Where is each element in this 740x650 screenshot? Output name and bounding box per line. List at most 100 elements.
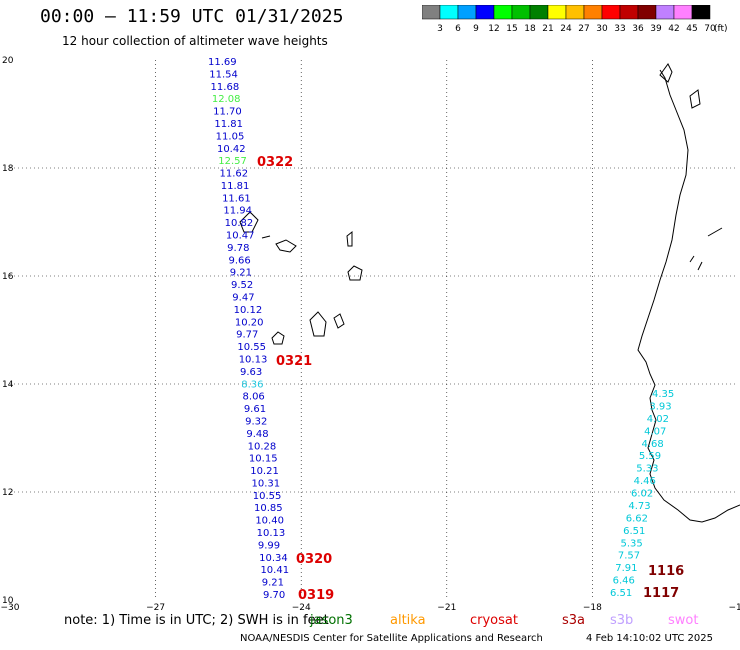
wave-height-value: 11.68	[211, 82, 240, 93]
wave-height-value: 7.91	[615, 563, 637, 574]
wave-height-value: 9.61	[244, 404, 266, 415]
legend-unit: (ft)	[714, 24, 728, 34]
cape-verde-maio	[333, 313, 345, 329]
wave-height-value: 10.15	[249, 454, 278, 465]
lat-tick-label: 18	[2, 164, 14, 174]
wave-height-value: 11.69	[208, 57, 237, 68]
legend-label: 36	[632, 24, 644, 34]
axis-ticks: −30 −27 −24 −21 −18 −15 20 18 16 14 12 10	[1, 56, 740, 610]
wave-height-value: 10.31	[251, 478, 280, 489]
legend-label: 39	[650, 24, 662, 34]
wave-height-value: 9.66	[228, 255, 250, 266]
wave-height-value: 11.94	[223, 206, 252, 217]
wave-height-value: 11.61	[222, 193, 251, 204]
wave-height-value: 10.42	[217, 144, 246, 155]
sat-swot: swot	[668, 613, 699, 628]
wave-height-value: 9.32	[245, 416, 267, 427]
legend-label: 45	[686, 24, 697, 34]
africa-coastline	[637, 69, 740, 523]
wave-height-value: 6.62	[626, 513, 648, 524]
credit-line: NOAA/NESDIS Center for Satellite Applica…	[240, 633, 543, 644]
color-legend: 3 6 9 12 15 18 21 24 27 30 33 36 39 42 45 70(ft)	[422, 5, 728, 34]
lon-tick-label: −27	[146, 603, 165, 610]
wave-height-value: 11.62	[220, 169, 249, 180]
wave-height-value: 5.33	[636, 464, 658, 475]
time-tag: 0319	[298, 588, 334, 603]
cape-verde-boa-vista	[347, 265, 363, 281]
lon-tick-label: −30	[1, 603, 20, 610]
wave-height-value: 5.35	[621, 538, 643, 549]
wave-height-value: 4.46	[634, 476, 656, 487]
wave-height-value: 9.70	[263, 590, 285, 601]
wave-height-value: 10.21	[250, 466, 279, 477]
wave-height-value: 12.57	[218, 156, 247, 167]
time-tag: 0322	[257, 155, 293, 170]
lat-tick-label: 20	[2, 56, 14, 66]
sat-s3b: s3b	[610, 613, 634, 628]
legend-label: 42	[668, 24, 679, 34]
page-title: 00:00 — 11:59 UTC 01/31/2025	[40, 6, 344, 27]
legend-label: 15	[506, 24, 517, 34]
wave-height-value: 10.41	[260, 565, 289, 576]
wave-height-value: 6.51	[623, 526, 645, 537]
track-east-values: 4.353.93 4.024.07 4.685.59 5.334.46 6.024.73…	[610, 389, 674, 599]
legend-label: 6	[455, 24, 461, 34]
wave-height-value: 10.34	[259, 553, 288, 564]
wave-height-value: 10.55	[253, 491, 282, 502]
wave-height-value: 4.73	[628, 501, 650, 512]
wave-height-value: 8.06	[243, 392, 265, 403]
time-tag: 0321	[276, 354, 312, 369]
legend-label: 21	[542, 24, 553, 34]
wave-height-value: 3.93	[649, 401, 671, 412]
wave-height-value: 9.52	[231, 280, 253, 291]
legend-label: 33	[614, 24, 625, 34]
wave-height-value: 9.48	[246, 429, 268, 440]
sat-s3a: s3a	[562, 613, 586, 628]
wave-height-value: 5.59	[639, 451, 661, 462]
wave-height-value: 9.21	[230, 268, 252, 279]
legend-label: 30	[596, 24, 608, 34]
legend-label: 70	[704, 24, 716, 34]
time-tag: 0320	[296, 552, 332, 567]
wave-height-value: 9.63	[240, 367, 262, 378]
wave-height-value: 6.02	[631, 489, 653, 500]
wave-height-value: 10.13	[239, 354, 268, 365]
footer-note: note: 1) Time is in UTC; 2) SWH is in fe…	[64, 613, 329, 628]
wave-height-value: 10.13	[257, 528, 286, 539]
lat-tick-label: 14	[2, 380, 14, 390]
cape-verde-santo-antao	[239, 211, 259, 233]
track-west-values: 11.6911.5411.6812.0811.7011.8111.0510.42…	[208, 57, 289, 601]
africa-island	[659, 63, 723, 271]
wave-height-value: 10.20	[235, 317, 264, 328]
cape-verde-sal	[346, 230, 353, 247]
cape-verde-santiago	[309, 311, 327, 337]
wave-height-value: 4.35	[652, 389, 674, 400]
wave-height-value: 11.81	[221, 181, 250, 192]
wave-height-value: 7.57	[618, 551, 640, 562]
time-tags: 0322 0321 0320 0319 1116 1117	[257, 155, 684, 603]
wave-height-value: 9.78	[227, 243, 249, 254]
sat-jason3: jason3	[310, 613, 353, 628]
lon-tick-label: −15	[729, 603, 740, 610]
wave-height-value: 10.55	[237, 342, 266, 353]
wave-height-value: 4.07	[644, 426, 666, 437]
wave-height-value: 6.46	[613, 576, 635, 587]
generated-timestamp: 4 Feb 14:10:02 UTC 2025	[586, 633, 713, 644]
wave-height-value: 9.21	[262, 578, 284, 589]
legend-label: 12	[488, 24, 499, 34]
lat-tick-label: 16	[2, 272, 14, 282]
coastline-layer	[239, 63, 740, 523]
legend-swatch	[691, 5, 711, 20]
wave-height-value: 11.54	[209, 69, 238, 80]
cape-verde-fogo	[271, 331, 285, 345]
legend-label: 9	[473, 24, 479, 34]
wave-height-value: 11.05	[216, 131, 245, 142]
legend-label: 3	[437, 24, 443, 34]
lon-tick-label: −21	[437, 603, 456, 610]
wave-height-value: 9.77	[236, 330, 258, 341]
time-tag: 1117	[643, 586, 679, 601]
lat-tick-label: 10	[2, 596, 14, 606]
wave-height-value: 10.47	[226, 231, 255, 242]
map-grid	[10, 60, 738, 600]
legend-label: 18	[524, 24, 536, 34]
